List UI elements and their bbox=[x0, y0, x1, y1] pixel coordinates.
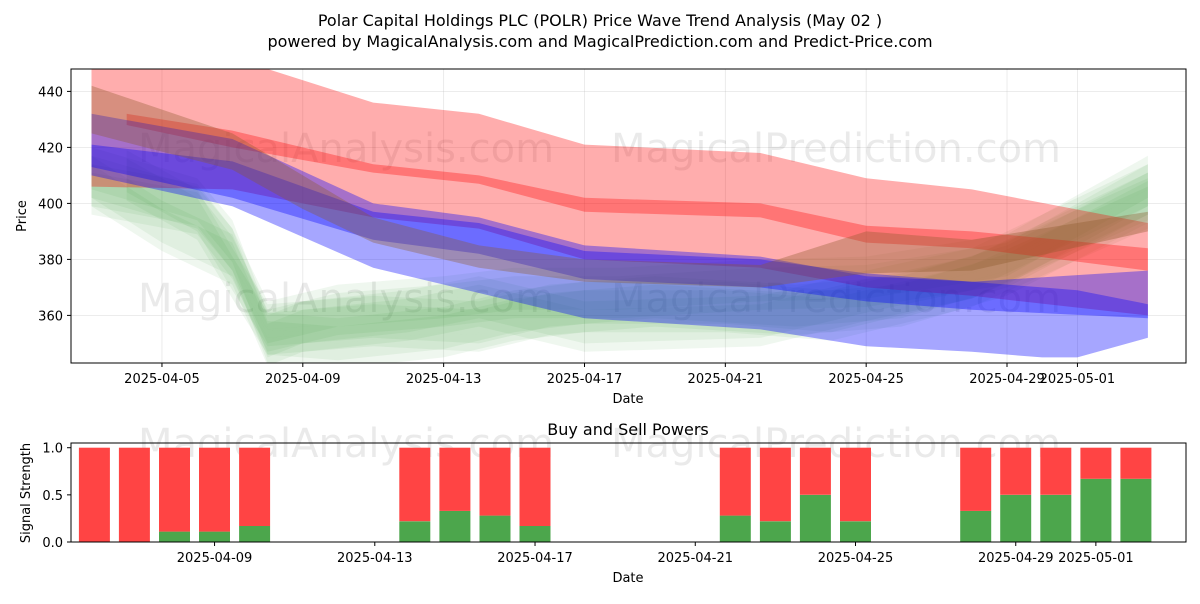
buy-bar bbox=[399, 521, 431, 542]
green-wave-band-1 bbox=[91, 181, 1148, 363]
green-wave-band-3 bbox=[126, 158, 1148, 330]
green-wave-band-3 bbox=[126, 175, 1148, 347]
buy-bar bbox=[439, 510, 471, 542]
chart-title-line1: Polar Capital Holdings PLC (POLR) Price … bbox=[318, 11, 882, 30]
top-x-tick-label: 2025-04-13 bbox=[406, 372, 482, 387]
watermark-prediction-mid: MagicalPrediction.com bbox=[611, 276, 1061, 322]
top-y-ticks: 360 380 400 420 440 bbox=[38, 85, 71, 324]
top-x-ticks: 2025-04-05 2025-04-09 2025-04-13 2025-04-17… bbox=[124, 363, 1115, 387]
bottom-x-tick-label: 2025-04-29 bbox=[978, 551, 1054, 566]
buy-bar bbox=[159, 531, 190, 542]
sell-bar bbox=[759, 447, 791, 522]
buy-bar bbox=[519, 526, 551, 542]
bottom-y-axis-label: Signal Strength bbox=[19, 443, 34, 543]
green-wave-band-1 bbox=[91, 155, 1148, 344]
watermark-prediction-bottom: MagicalPrediction.com bbox=[611, 421, 1061, 467]
green-wave-band-3 bbox=[126, 167, 1148, 338]
buy-bar bbox=[719, 515, 751, 542]
top-y-tick-label: 360 bbox=[38, 309, 63, 324]
top-x-tick-label: 2025-04-09 bbox=[265, 372, 341, 387]
top-y-tick-label: 380 bbox=[38, 253, 63, 268]
bottom-y-tick-label: 0.0 bbox=[42, 536, 63, 551]
top-watermarks: MagicalAnalysis.com MagicalPrediction.co… bbox=[138, 126, 1061, 322]
sell-bar bbox=[519, 447, 551, 526]
top-plot-frame bbox=[70, 68, 1187, 364]
buy-bar bbox=[1120, 478, 1152, 542]
top-plot-background bbox=[71, 69, 1186, 363]
band-red-outer bbox=[91, 69, 1148, 316]
bottom-y-tick-label: 0.5 bbox=[42, 489, 63, 504]
top-y-tick-label: 400 bbox=[38, 197, 63, 212]
top-x-tick-label: 2025-04-25 bbox=[828, 372, 904, 387]
chart-title-line2: powered by MagicalAnalysis.com and Magic… bbox=[267, 32, 932, 51]
band-red-inner bbox=[126, 113, 1148, 271]
green-wave-band-1 bbox=[91, 147, 1148, 335]
watermark-analysis-mid: MagicalAnalysis.com bbox=[138, 276, 554, 322]
buy-bar bbox=[479, 515, 511, 542]
bottom-x-ticks: 2025-04-09 2025-04-13 2025-04-17 2025-04-21… bbox=[177, 542, 1134, 566]
top-x-tick-label: 2025-04-17 bbox=[547, 372, 623, 387]
top-y-tick-label: 420 bbox=[38, 141, 63, 156]
sell-bar bbox=[719, 447, 751, 516]
bottom-x-tick-label: 2025-04-25 bbox=[818, 551, 894, 566]
watermark-prediction-top: MagicalPrediction.com bbox=[611, 126, 1061, 172]
top-bands bbox=[91, 69, 1148, 363]
sell-bar bbox=[399, 447, 431, 522]
sell-bar bbox=[1040, 447, 1072, 495]
buy-bar bbox=[1040, 494, 1072, 542]
sell-bar bbox=[1000, 447, 1032, 495]
green-wave-band-3 bbox=[126, 150, 1148, 321]
sell-bar bbox=[960, 447, 992, 511]
buy-sell-panel: Buy and Sell Powers MagicalAnalysis.com … bbox=[19, 420, 1187, 586]
bottom-x-axis-label: Date bbox=[612, 571, 643, 586]
buy-bar bbox=[239, 526, 271, 542]
sell-bar bbox=[840, 447, 871, 522]
bottom-y-ticks: 0.0 0.5 1.0 bbox=[42, 442, 71, 551]
band-blue-inner bbox=[91, 113, 1148, 319]
top-y-tick-label: 440 bbox=[38, 85, 63, 100]
bottom-chart-title: Buy and Sell Powers bbox=[547, 420, 709, 439]
sell-bar bbox=[118, 447, 150, 542]
buy-bar bbox=[840, 521, 871, 542]
bottom-bars bbox=[78, 447, 1152, 542]
price-wave-panel: MagicalAnalysis.com MagicalPrediction.co… bbox=[15, 68, 1187, 407]
sell-bar bbox=[479, 447, 511, 516]
green-wave-band-1 bbox=[91, 164, 1148, 352]
buy-bar bbox=[1000, 494, 1032, 542]
green-wave-band-1 bbox=[91, 172, 1148, 361]
watermark-analysis-top: MagicalAnalysis.com bbox=[138, 126, 554, 172]
sell-bar bbox=[159, 447, 190, 532]
buy-bar bbox=[1080, 478, 1112, 542]
buy-bar bbox=[799, 494, 831, 542]
bottom-plot-frame bbox=[70, 442, 1187, 543]
sell-bar bbox=[439, 447, 471, 511]
bottom-x-tick-label: 2025-04-13 bbox=[337, 551, 413, 566]
top-grid bbox=[71, 69, 1186, 363]
top-x-tick-label: 2025-04-05 bbox=[124, 372, 200, 387]
bottom-x-tick-label: 2025-04-09 bbox=[177, 551, 253, 566]
top-x-tick-label: 2025-04-29 bbox=[969, 372, 1045, 387]
sell-bar bbox=[799, 447, 831, 495]
sell-bar bbox=[1080, 447, 1112, 479]
top-x-axis-label: Date bbox=[612, 392, 643, 407]
top-x-tick-label: 2025-04-21 bbox=[688, 372, 764, 387]
buy-bar bbox=[960, 510, 992, 542]
sell-bar bbox=[239, 447, 271, 526]
sell-bar bbox=[1120, 447, 1152, 479]
green-wave-band-3 bbox=[126, 183, 1148, 355]
band-brown-overlay bbox=[91, 85, 1148, 288]
bottom-x-tick-label: 2025-04-21 bbox=[657, 551, 733, 566]
band-blue-outer bbox=[91, 144, 1148, 358]
sell-bar bbox=[78, 447, 110, 542]
top-y-axis-label: Price bbox=[15, 200, 30, 232]
top-x-tick-label: 2025-05-01 bbox=[1040, 372, 1116, 387]
buy-bar bbox=[759, 521, 791, 542]
bottom-x-tick-label: 2025-05-01 bbox=[1058, 551, 1134, 566]
buy-bar bbox=[199, 531, 230, 542]
bottom-x-tick-label: 2025-04-17 bbox=[497, 551, 573, 566]
sell-bar bbox=[199, 447, 230, 532]
bottom-y-tick-label: 1.0 bbox=[42, 442, 63, 457]
